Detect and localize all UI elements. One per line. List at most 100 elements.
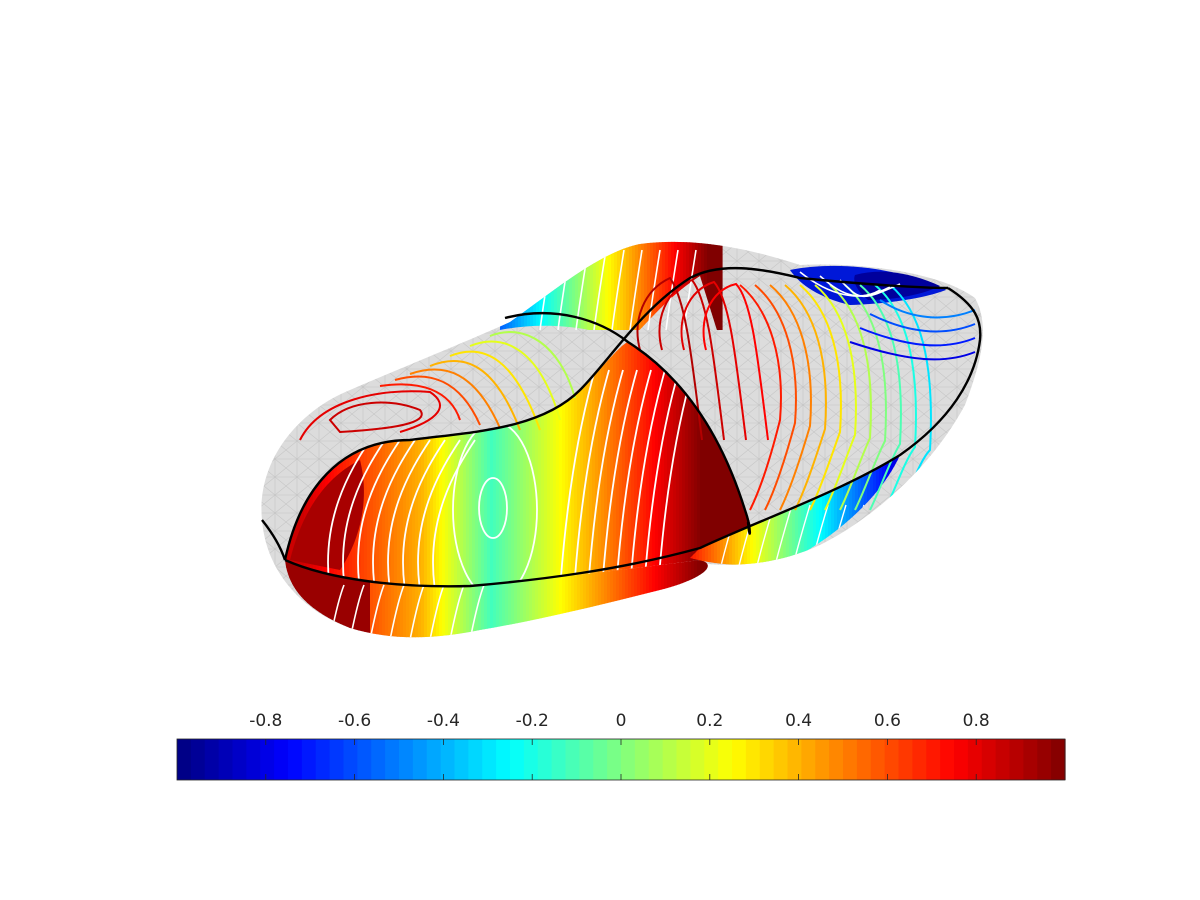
bottom-face-strip xyxy=(493,560,497,638)
lower-right-strip xyxy=(846,455,850,566)
bottom-face-strip xyxy=(526,560,530,638)
bottom-face-strip xyxy=(376,560,380,638)
bottom-face-strip xyxy=(424,560,428,638)
bottom-face-strip xyxy=(304,560,308,638)
front-face-strip xyxy=(406,342,410,587)
front-face-strip xyxy=(655,342,659,587)
bottom-face-strip xyxy=(610,560,614,638)
front-face-strip xyxy=(481,342,485,587)
front-contour xyxy=(478,477,508,539)
mesh-contour-line xyxy=(829,284,872,511)
bottom-face-strip xyxy=(319,560,323,638)
top-back-band xyxy=(500,241,723,342)
mesh-contour-line xyxy=(844,284,887,511)
front-face-strip xyxy=(703,342,707,587)
front-face-strip xyxy=(577,342,581,587)
top-band-strip xyxy=(626,241,630,330)
mesh-contour-line xyxy=(879,299,976,319)
colorbar-segment xyxy=(426,739,442,780)
front-face-strip xyxy=(349,342,353,587)
colorbar-segment xyxy=(1009,739,1024,780)
colorbar-segment xyxy=(815,739,830,780)
colorbar-segment xyxy=(301,739,317,780)
bottom-face-strip xyxy=(544,560,548,638)
bottom-face-strip xyxy=(406,560,410,638)
front-face-strip xyxy=(487,342,491,587)
front-face-strip xyxy=(616,342,620,587)
colorbar-segment xyxy=(704,739,719,780)
surface-plot xyxy=(261,241,983,638)
bottom-face-strip xyxy=(346,560,350,638)
front-face-strip xyxy=(592,342,596,587)
colorbar-segment xyxy=(232,739,247,780)
bottom-face-strip xyxy=(343,560,347,638)
front-face-strip xyxy=(472,342,476,587)
front-face-strip xyxy=(454,342,458,587)
bottom-face-strip xyxy=(361,560,365,638)
bottom-face-strip xyxy=(487,560,491,638)
colorbar-segment xyxy=(981,739,997,780)
mesh-contour-line xyxy=(658,278,725,441)
colorbar-segment xyxy=(343,739,358,780)
front-face-strip xyxy=(589,342,593,587)
front-face-strip xyxy=(370,342,374,587)
lower-right-strip xyxy=(852,455,856,566)
bottom-face-strip xyxy=(394,560,398,638)
bottom-face-strip xyxy=(613,560,617,638)
colorbar-segment xyxy=(801,739,816,780)
bottom-face-strip xyxy=(556,560,560,638)
bottom-face-strip xyxy=(532,560,536,638)
bottom-face-strip xyxy=(445,560,449,638)
front-face-strip xyxy=(502,342,506,587)
mesh-contour-line xyxy=(784,284,827,511)
bottom-face-strip xyxy=(427,560,431,638)
lower-right-strip xyxy=(795,455,799,566)
front-face-strip xyxy=(595,342,599,587)
bottom-face-strip xyxy=(484,560,488,638)
front-face-strip xyxy=(649,342,653,587)
front-contour xyxy=(573,369,610,587)
front-face-strip xyxy=(712,342,716,587)
mesh-contour-line xyxy=(469,340,561,421)
top-band-strip xyxy=(716,241,720,330)
front-face-strip xyxy=(625,342,629,587)
lower-right-strip xyxy=(804,455,808,566)
front-face-strip xyxy=(520,342,524,587)
front-face-strip xyxy=(388,342,392,587)
front-face-strip xyxy=(583,342,587,587)
bottom-face-strip xyxy=(460,560,464,638)
mesh-contour-line xyxy=(799,284,842,511)
mesh-contour-line xyxy=(814,284,857,511)
front-face-strip xyxy=(466,342,470,587)
bottom-face-strip xyxy=(535,560,539,638)
front-face-strip xyxy=(505,342,509,587)
bottom-face-strip xyxy=(595,560,599,638)
bottom-face-strip xyxy=(409,560,413,638)
front-face-strip xyxy=(691,342,695,587)
bottom-face-strip xyxy=(511,560,515,638)
bottom-face-strip xyxy=(619,560,623,638)
front-face-strip xyxy=(607,342,611,587)
front-face-strip xyxy=(541,342,545,587)
bottom-face-strip xyxy=(490,560,494,638)
colorbar-segment xyxy=(773,739,789,780)
bottom-face-strip xyxy=(307,560,311,638)
colorbar-segment xyxy=(856,739,872,780)
colorbar-tick-label: -0.2 xyxy=(516,711,549,731)
top-band-strip xyxy=(605,241,609,330)
front-face-strip xyxy=(562,342,566,587)
colorbar-segment xyxy=(926,739,941,780)
front-face-strip xyxy=(646,342,650,587)
bottom-face-strip xyxy=(469,560,473,638)
colorbar-segment xyxy=(204,739,220,780)
front-face-strip xyxy=(340,342,344,587)
bottom-face-strip xyxy=(403,560,407,638)
colorbar-segment xyxy=(399,739,414,780)
top-band-contour xyxy=(629,249,643,331)
bottom-face-strip xyxy=(430,560,434,638)
bottom-face-strip xyxy=(415,560,419,638)
front-face-strip xyxy=(667,342,671,587)
front-face-strip xyxy=(682,342,686,587)
colorbar-segment xyxy=(940,739,955,780)
